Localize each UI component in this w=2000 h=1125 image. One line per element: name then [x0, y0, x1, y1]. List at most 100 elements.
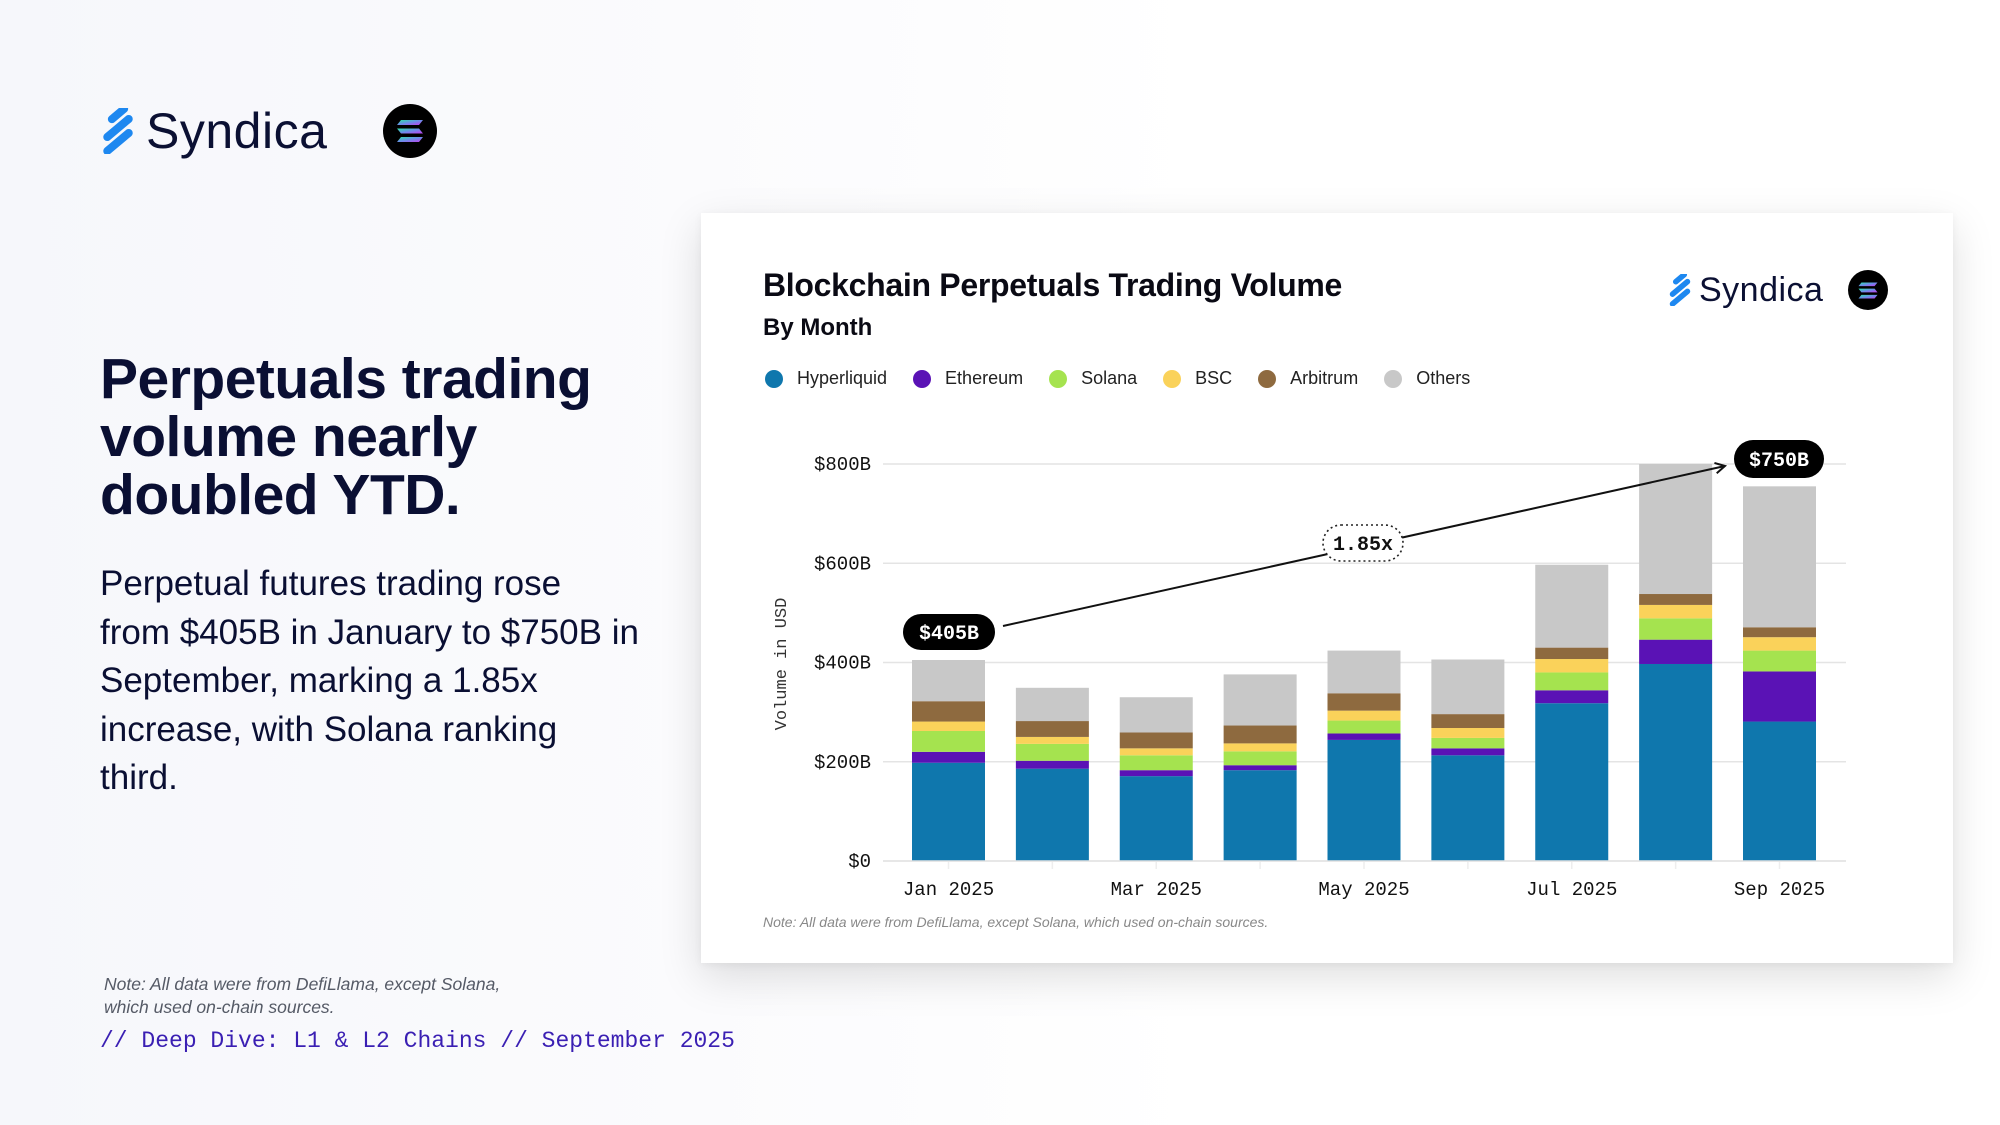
bar-segment-arbitrum [1639, 594, 1713, 605]
x-tick-label: May 2025 [1318, 879, 1409, 901]
bar-segment-ethereum [1223, 765, 1297, 771]
bar-segment-bsc [1431, 728, 1505, 738]
legend-swatch [913, 369, 932, 388]
series-label: // Deep Dive: L1 & L2 Chains // Septembe… [100, 1028, 735, 1054]
bar-segment-arbitrum [1431, 714, 1505, 729]
x-tick-label: Jan 2025 [903, 879, 994, 901]
bar-segment-arbitrum [1327, 693, 1401, 711]
legend-swatch [1163, 369, 1182, 388]
bar-segment-solana [1119, 755, 1193, 771]
syndica-logo: Syndica [98, 100, 327, 162]
bar-segment-hyperliquid [912, 762, 985, 861]
bar-segment-hyperliquid [1119, 776, 1193, 861]
bar-segment-others [1743, 486, 1816, 628]
bar-segment-hyperliquid [1535, 703, 1609, 861]
y-tick-label: $800B [814, 454, 871, 476]
bar-segment-bsc [1327, 710, 1401, 721]
bar-segment-arbitrum [1743, 627, 1816, 638]
bar-segment-ethereum [912, 751, 985, 763]
bar-segment-hyperliquid [1743, 721, 1816, 861]
bar-segment-bsc [1119, 748, 1193, 756]
bar-segment-arbitrum [1015, 721, 1089, 737]
legend-item: Hyperliquid [765, 368, 887, 389]
chart-card: Blockchain Perpetuals Trading Volume By … [701, 213, 1953, 963]
bar-stack [1223, 674, 1297, 861]
growth-multiplier-pill [1322, 524, 1404, 562]
bar-segment-others [1119, 697, 1193, 733]
bar-stack [1535, 564, 1609, 861]
bar-segment-bsc [1639, 604, 1713, 619]
bar-stack [1015, 687, 1089, 861]
card-brand-name: Syndica [1699, 271, 1824, 309]
bar-segment-solana [1431, 737, 1505, 749]
solana-logo-icon [1848, 270, 1888, 310]
x-tick-label: Mar 2025 [1111, 879, 1202, 901]
growth-arrow-head [1714, 461, 1728, 474]
bar-segment-others [1223, 674, 1297, 726]
chart-subtitle: By Month [763, 314, 873, 341]
bar-segment-ethereum [1431, 748, 1505, 756]
body-text: Perpetual futures trading rose from $405… [100, 564, 639, 797]
annotation-sep-total-pill [1734, 440, 1824, 478]
legend-item: Solana [1049, 368, 1137, 389]
bar-segment-others [1639, 464, 1713, 595]
bar-segment-arbitrum [1223, 725, 1297, 744]
legend-label: Solana [1081, 368, 1138, 388]
syndica-mark-icon [1669, 274, 1691, 306]
bar-segment-others [1535, 564, 1609, 648]
bar-segment-bsc [1015, 736, 1089, 744]
bar-segment-bsc [1535, 659, 1609, 673]
bar-segment-others [912, 660, 985, 702]
bar-segment-solana [1223, 751, 1297, 766]
legend-label: Ethereum [945, 368, 1024, 388]
bar-stack [1431, 659, 1505, 861]
legend-swatch [1049, 369, 1068, 388]
bar-segment-bsc [912, 721, 985, 731]
bar-segment-solana [1535, 672, 1609, 691]
legend-item: Others [1384, 368, 1470, 389]
bar-segment-bsc [1223, 743, 1297, 752]
legend-label: Hyperliquid [797, 368, 888, 388]
x-tick-label: Jul 2025 [1526, 879, 1617, 901]
bar-segment-bsc [1743, 637, 1816, 651]
stacked-bar-chart: $0 $200B $400B $600B $800B Volume in USD Jan 2… [773, 440, 1846, 901]
bar-segment-solana [1743, 650, 1816, 672]
legend-item: Arbitrum [1258, 368, 1358, 389]
bar-segment-solana [1015, 743, 1089, 761]
annotation-sep-total: $750B [1749, 450, 1809, 473]
legend-label: Others [1416, 368, 1471, 388]
syndica-mark-icon [103, 108, 133, 154]
bar-segment-ethereum [1639, 639, 1713, 664]
headline: Perpetuals trading volume nearly doubled… [100, 347, 592, 527]
card-syndica-logo: Syndica [1665, 270, 1823, 310]
chart-legend: Hyperliquid Ethereum Solana BSC Arbitrum Othe… [765, 368, 1496, 389]
bar-stack [1119, 697, 1193, 861]
bar-segment-ethereum [1015, 760, 1089, 769]
bar-segment-arbitrum [1535, 647, 1609, 660]
bar-segment-ethereum [1743, 671, 1816, 722]
bar-segment-solana [1639, 618, 1713, 640]
bar-segment-hyperliquid [1639, 663, 1713, 861]
legend-item: BSC [1163, 368, 1232, 389]
bar-segment-others [1431, 659, 1505, 715]
annotation-jan-total: $405B [919, 623, 979, 646]
bar-segment-hyperliquid [1015, 768, 1089, 861]
source-note: Note: All data were from DefiLlama, exce… [104, 974, 501, 1017]
bar-segment-others [1327, 650, 1401, 694]
bar-segment-ethereum [1327, 733, 1401, 740]
chart-note: Note: All data were from DefiLlama, exce… [763, 914, 1269, 930]
chart-title: Blockchain Perpetuals Trading Volume [763, 267, 1342, 303]
x-tick-label: Sep 2025 [1734, 879, 1825, 901]
bar-stack [1639, 464, 1713, 861]
bar-segment-hyperliquid [1327, 739, 1401, 861]
y-axis-title: Volume in USD [773, 598, 792, 731]
legend-label: Arbitrum [1290, 368, 1359, 388]
bar-segment-solana [1327, 720, 1401, 734]
bar-segment-hyperliquid [1431, 755, 1505, 861]
legend-label: BSC [1195, 368, 1233, 388]
brand-name: Syndica [146, 103, 328, 159]
y-tick-label: $200B [814, 752, 871, 774]
bar-segment-solana [912, 730, 985, 752]
legend-swatch [765, 369, 783, 388]
bar-segment-ethereum [1535, 690, 1609, 704]
